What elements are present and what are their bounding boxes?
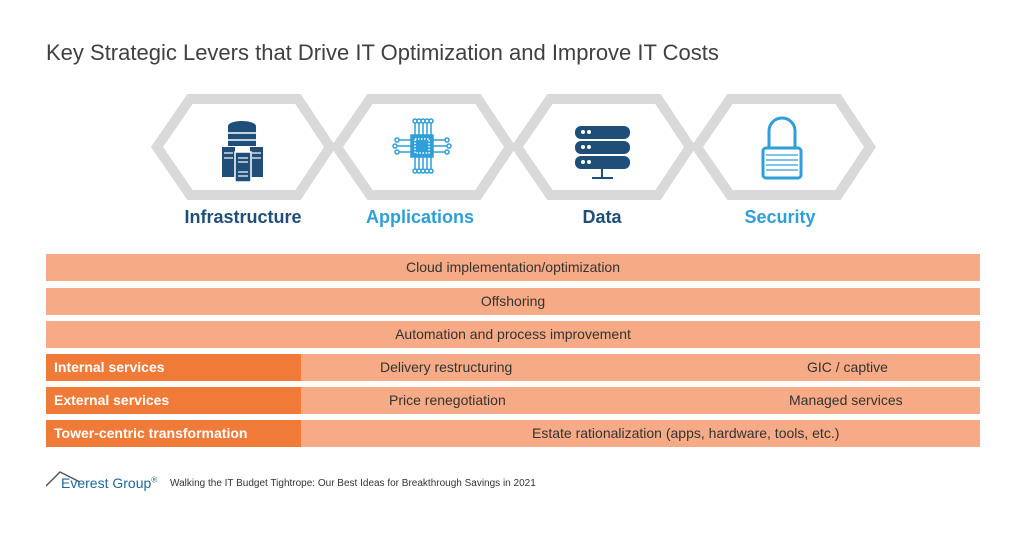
service-center-text: Estate rationalization (apps, hardware, … [532,425,840,441]
pillar-applications: Applications [365,207,474,227]
pillar-security: Security [744,207,816,227]
hexagon-infrastructure [150,94,337,200]
service-label: Tower-centric transformation [46,420,301,447]
service-right-text: GIC / captive [807,359,888,375]
hexagon-chain [150,94,877,200]
server-rack-icon [575,126,630,179]
service-row-external: External services Price renegotiation Ma… [46,387,980,414]
hexagon-security [690,94,877,200]
brand-logo-text: Everest Group® [61,475,157,491]
server-database-icon [222,121,263,183]
everest-mountain-logo [46,471,81,487]
pillar-infrastructure: Infrastructure [184,207,302,227]
lever-bar-offshoring: Offshoring [46,288,980,315]
page-title: Key Strategic Levers that Drive IT Optim… [46,40,719,65]
service-row-tower: Tower-centric transformation Estate rati… [46,420,980,447]
pillar-data: Data [582,207,622,227]
lever-bar-automation: Automation and process improvement [46,321,980,348]
lever-text: Offshoring [480,293,546,309]
service-left-text: Delivery restructuring [380,359,513,375]
service-left-text: Price renegotiation [389,392,506,408]
lever-bar-cloud: Cloud implementation/optimization [46,254,980,281]
registered-mark: ® [151,475,158,485]
brand-name: Everest Group [61,475,152,491]
chip-circuit-icon [392,118,452,174]
hexagon-data [510,94,697,200]
service-label: External services [46,387,301,414]
hexagon-applications [330,94,517,200]
footer: Everest Group® Walking the IT Budget Tig… [46,466,646,491]
lever-text: Automation and process improvement [395,326,631,342]
service-label: Internal services [46,354,301,381]
source-text: Walking the IT Budget Tightrope: Our Bes… [170,478,536,489]
lever-text: Cloud implementation/optimization [406,259,620,275]
service-row-internal: Internal services Delivery restructuring… [46,354,980,381]
padlock-icon [761,116,803,180]
service-right-text: Managed services [789,392,903,408]
